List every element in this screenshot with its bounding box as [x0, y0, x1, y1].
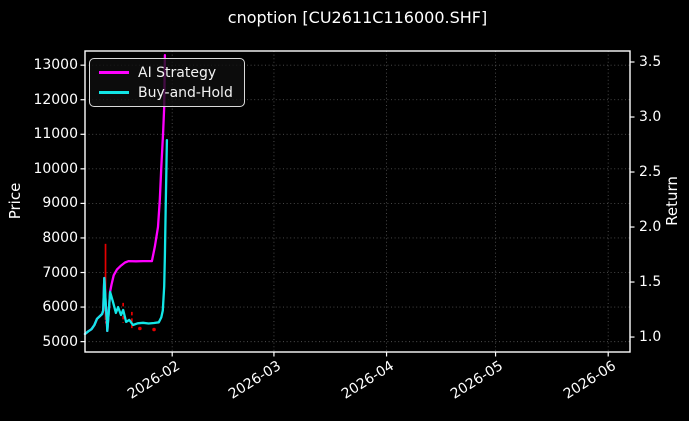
legend: AI Strategy Buy-and-Hold	[89, 58, 245, 107]
y-tick-label-price: 8000	[42, 229, 78, 246]
plot-frame	[84, 50, 631, 353]
y-tick-label-price: 11000	[33, 126, 78, 143]
legend-line-swatch-magenta	[99, 71, 129, 74]
legend-line-swatch-cyan	[99, 91, 129, 94]
y-tick-label-return: 1.0	[639, 329, 662, 346]
series-line-buy-and-hold	[83, 139, 169, 336]
chart-title: cnoption [CU2611C116000.SHF]	[227, 8, 488, 27]
y-tick-label-price: 10000	[33, 160, 78, 177]
y-tick-label-return: 3.0	[639, 109, 662, 125]
y-axis-label-price: Price	[6, 182, 24, 220]
y-axis-label-return: Return	[663, 176, 681, 226]
y-tick-label-price: 9000	[42, 195, 78, 212]
legend-label-ai-strategy: AI Strategy	[138, 64, 217, 81]
y-tick-label-return: 2.0	[639, 219, 662, 236]
y-tick-label-return: 1.5	[639, 274, 662, 291]
signal-dot	[152, 327, 156, 332]
y-tick-label-price: 13000	[33, 57, 78, 74]
legend-item-ai-strategy: AI Strategy	[99, 64, 233, 81]
y-tick-label-price: 5000	[42, 333, 78, 350]
legend-item-buy-and-hold: Buy-and-Hold	[99, 84, 233, 101]
legend-label-buy-and-hold: Buy-and-Hold	[138, 84, 233, 101]
y-tick-label-price: 7000	[42, 264, 78, 281]
y-tick-label-price: 6000	[42, 299, 78, 316]
y-tick-label-return: 3.5	[639, 54, 662, 70]
y-tick-label-price: 12000	[33, 91, 78, 108]
y-tick-label-return: 2.5	[639, 164, 662, 181]
signal-dot	[138, 326, 142, 331]
